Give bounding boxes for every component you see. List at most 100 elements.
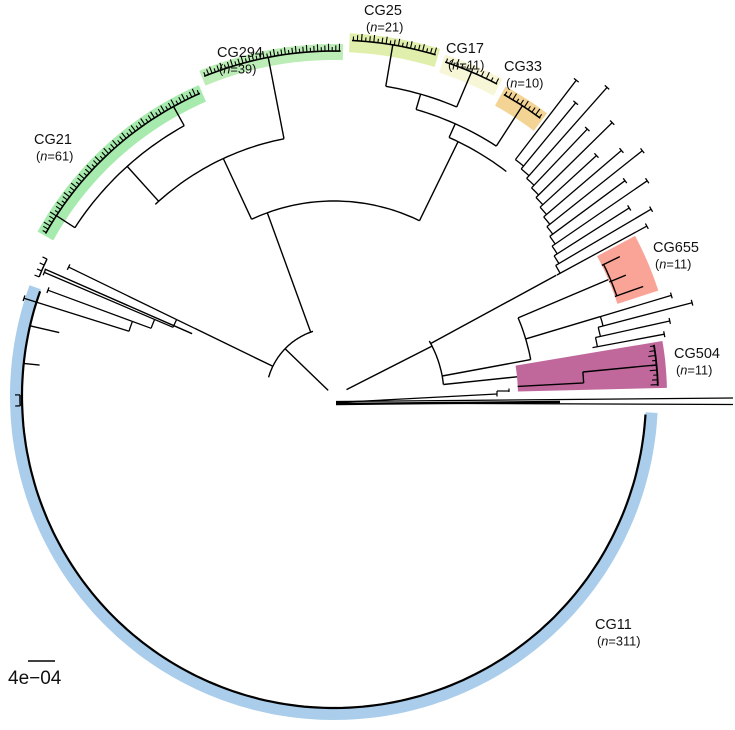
- tree-arc: [520, 168, 530, 177]
- tip-tick: [405, 41, 409, 48]
- tree-arc: [428, 340, 445, 385]
- tip-tick: [49, 211, 57, 217]
- tip-tick: [83, 172, 88, 177]
- tip-tick: [130, 125, 136, 132]
- tree-branch: [525, 315, 601, 340]
- tip-tick: [110, 143, 115, 149]
- tip-tick: [277, 51, 279, 56]
- tree-arc: [154, 138, 285, 205]
- tip-tick: [119, 136, 124, 142]
- tree-branch: [415, 94, 422, 110]
- tree-branch: [495, 105, 523, 147]
- tip-tick: [527, 105, 531, 110]
- tree-branch: [553, 207, 630, 257]
- tree-branch: [29, 325, 60, 334]
- clade-ticks-cg504: [648, 345, 658, 386]
- tip-tick: [291, 47, 294, 54]
- tip-tick: [48, 219, 53, 223]
- tip-tick: [223, 64, 227, 69]
- tip-tick: [244, 58, 248, 63]
- tip-tick: [145, 118, 149, 123]
- tip-tick: [475, 70, 479, 75]
- tip-tick: [251, 53, 255, 61]
- tip-tick: [504, 91, 508, 96]
- tip-tick: [160, 105, 165, 113]
- clade-label-cg33: CG33: [504, 59, 542, 75]
- clade-count-cg294: (n=39): [219, 62, 256, 77]
- tip-tick: [167, 102, 172, 109]
- tree-branch: [448, 123, 456, 138]
- tip-tick: [126, 132, 130, 137]
- clade-ticks-cg25: [352, 33, 438, 55]
- tip-tick: [170, 99, 175, 107]
- tip-tick: [101, 151, 107, 157]
- clade-label-cg17: CG17: [446, 41, 484, 57]
- tip-tick: [42, 256, 48, 260]
- tree-branch: [418, 141, 459, 222]
- tree-branch: [549, 180, 626, 237]
- tip-tick: [508, 92, 513, 98]
- tree-branch: [539, 155, 597, 208]
- tip-tick: [455, 59, 460, 67]
- tree-branch: [23, 297, 130, 332]
- tip-tick: [216, 65, 220, 71]
- clade-band-cg294: [199, 44, 344, 86]
- tree-branch: [592, 333, 665, 349]
- tip-tick: [248, 55, 251, 62]
- tip-tick: [520, 99, 524, 105]
- tree-arc: [582, 371, 585, 383]
- tree-branch: [598, 302, 693, 328]
- tree-branch: [595, 320, 670, 339]
- tip-tick: [397, 38, 401, 46]
- tip-tick: [43, 221, 51, 227]
- tree-branch: [551, 180, 648, 247]
- tip-tick: [385, 36, 388, 44]
- tip-tick: [165, 106, 169, 111]
- tree-branch: [614, 285, 644, 298]
- tip-tick: [93, 160, 98, 165]
- clade-count-cg11: (n=311): [597, 634, 641, 649]
- tree-arc: [526, 177, 535, 186]
- tip-tick: [61, 200, 66, 204]
- outgroup-branch: [335, 400, 561, 406]
- tree-arc: [38, 258, 48, 278]
- tip-tick: [512, 93, 517, 101]
- tip-tick: [186, 94, 189, 100]
- tip-tick: [409, 41, 413, 49]
- tip-tick: [219, 62, 223, 70]
- tip-tick: [573, 77, 580, 83]
- tip-tick: [42, 230, 47, 233]
- clade-ticks-cg294: [203, 43, 341, 77]
- tree-arc: [531, 187, 540, 196]
- tip-tick: [46, 287, 50, 294]
- tip-tick: [269, 51, 272, 57]
- tree-branch: [543, 150, 622, 218]
- tip-tick: [112, 140, 118, 147]
- tree-branch: [582, 364, 657, 373]
- tip-tick: [258, 53, 262, 60]
- tree-arc: [599, 316, 604, 327]
- tip-tick: [69, 186, 75, 192]
- tree-branch: [531, 128, 588, 189]
- ladder-subtree-2: [22, 264, 195, 332]
- clade-count-cg17: (n=11): [448, 58, 484, 73]
- tip-tick: [287, 49, 290, 55]
- tip-tick: [70, 182, 78, 189]
- tip-tick: [389, 40, 392, 45]
- tip-tick: [63, 192, 70, 198]
- tree-branch: [346, 345, 433, 391]
- tip-tick: [234, 61, 237, 66]
- tree-branch: [514, 79, 577, 160]
- tip-tick: [381, 37, 384, 44]
- ladder-subtree-1: [592, 292, 694, 349]
- tip-tick: [305, 44, 308, 53]
- tip-tick: [418, 44, 421, 51]
- tip-tick: [150, 111, 155, 119]
- tip-tick: [650, 345, 655, 348]
- tree-branch: [56, 215, 76, 229]
- tip-tick: [302, 46, 304, 53]
- tip-tick: [55, 205, 61, 210]
- tip-tick: [294, 45, 297, 54]
- tree-arc: [415, 108, 497, 147]
